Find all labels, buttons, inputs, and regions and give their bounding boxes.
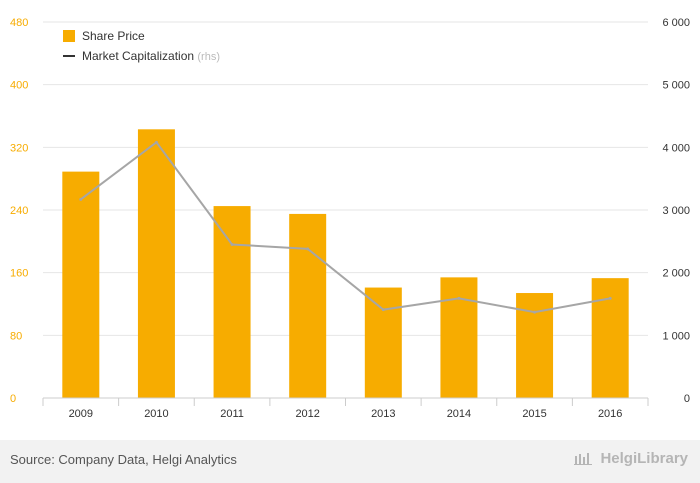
legend-label-share-price: Share Price <box>82 29 145 43</box>
x-tick-label: 2016 <box>598 408 622 420</box>
right-tick-label: 2 000 <box>662 268 690 280</box>
line-point <box>457 296 461 300</box>
bar <box>364 287 402 398</box>
line-point <box>608 296 612 300</box>
bars <box>62 129 629 399</box>
right-tick-label: 3 000 <box>662 205 690 217</box>
library-icon <box>574 453 593 465</box>
right-tick-label: 0 <box>684 393 690 405</box>
x-tick-label: 2014 <box>447 408 471 420</box>
right-tick-label: 1 000 <box>662 330 690 342</box>
market-cap-line <box>80 140 611 314</box>
left-tick-label: 320 <box>10 142 28 154</box>
line-point <box>79 197 83 201</box>
line-point <box>154 140 158 144</box>
brand-name: HelgiLibrary <box>600 450 688 467</box>
source-text: Source: Company Data, Helgi Analytics <box>10 452 237 467</box>
x-tick-label: 2010 <box>144 408 168 420</box>
footer: Source: Company Data, Helgi Analytics He… <box>0 440 700 483</box>
legend: Share Price Market Capitalization (rhs) <box>63 29 220 63</box>
line-point <box>306 247 310 251</box>
bar <box>591 278 629 398</box>
chart: 0 80 160 240 320 400 480 0 1 000 2 000 3 000 4 000 5… <box>10 17 690 420</box>
bar <box>137 129 175 399</box>
x-tick-label: 2013 <box>371 408 395 420</box>
right-tick-label: 4 000 <box>662 142 690 154</box>
x-tick-label: 2009 <box>69 408 93 420</box>
left-tick-label: 240 <box>10 205 28 217</box>
legend-label-market-cap-name: Market Capitalization <box>82 49 197 63</box>
bar <box>289 213 327 398</box>
brand-logo: HelgiLibrary <box>574 450 688 467</box>
right-tick-label: 6 000 <box>662 17 690 29</box>
legend-swatch-share-price <box>63 30 75 42</box>
left-tick-label: 160 <box>10 268 28 280</box>
legend-rhs-note: (rhs) <box>197 51 220 63</box>
legend-label-market-cap: Market Capitalization (rhs) <box>82 49 220 63</box>
line-point <box>381 308 385 312</box>
line-point <box>533 310 537 314</box>
line-point <box>230 242 234 246</box>
left-tick-label: 80 <box>10 330 22 342</box>
bar <box>440 277 478 398</box>
left-tick-label: 400 <box>10 80 28 92</box>
right-tick-label: 5 000 <box>662 80 690 92</box>
x-tick-label: 2012 <box>295 408 319 420</box>
bar <box>62 171 100 398</box>
x-tick-label: 2011 <box>220 408 244 420</box>
left-tick-label: 0 <box>10 393 16 405</box>
line-series <box>79 140 612 314</box>
left-tick-label: 480 <box>10 17 28 29</box>
x-tick-label: 2015 <box>522 408 546 420</box>
bar <box>213 206 251 398</box>
axes: 0 80 160 240 320 400 480 0 1 000 2 000 3 000 4 000 5… <box>10 17 690 420</box>
grid <box>43 21 648 336</box>
